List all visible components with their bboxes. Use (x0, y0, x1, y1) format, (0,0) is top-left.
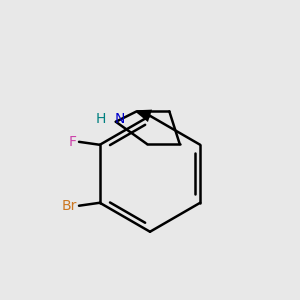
Polygon shape (136, 110, 152, 122)
Text: Br: Br (61, 199, 77, 213)
Text: H: H (96, 112, 106, 126)
Text: F: F (68, 135, 76, 149)
Text: N: N (114, 112, 125, 126)
